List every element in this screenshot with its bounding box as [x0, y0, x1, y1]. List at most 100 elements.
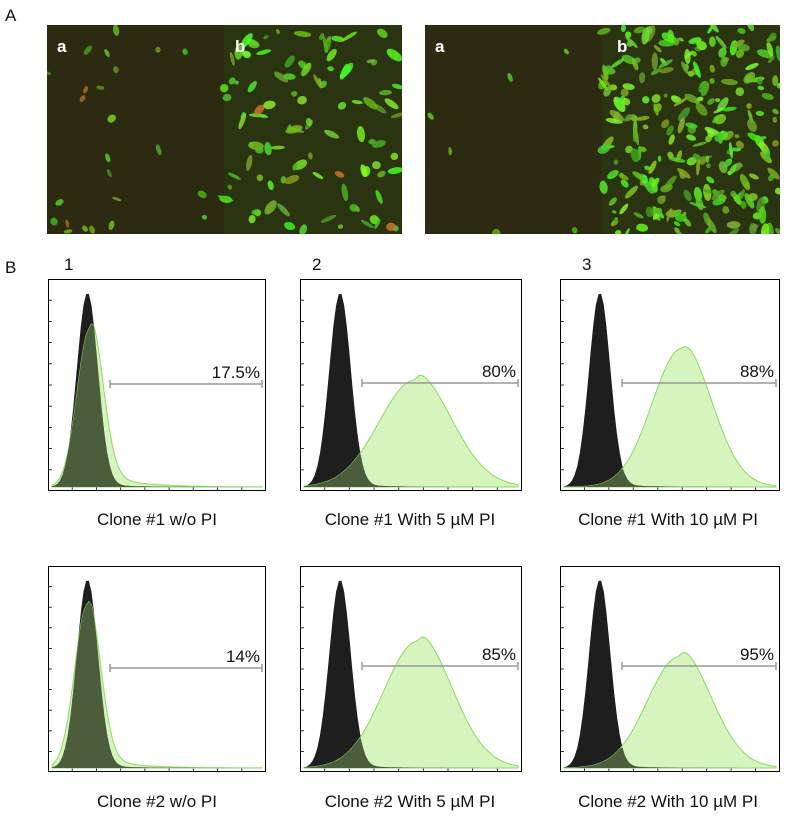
cell — [47, 71, 52, 75]
cell — [229, 51, 235, 66]
caption-clone1-no-pi: Clone #1 w/o PI — [96, 510, 217, 529]
cell — [695, 102, 708, 116]
cell — [692, 153, 701, 161]
cell — [619, 203, 629, 215]
cell — [620, 25, 626, 32]
cell — [650, 68, 662, 75]
cell — [775, 228, 780, 234]
caption-clone2-no-pi: Clone #2 w/o PI — [96, 792, 217, 811]
cell — [620, 179, 629, 188]
cell — [227, 184, 233, 190]
cell — [371, 140, 386, 148]
gate-percentage-label: 17.5% — [212, 363, 260, 382]
caption-clone1-10um-pi: Clone #1 With 10 µM PI — [578, 510, 758, 529]
cell — [228, 172, 241, 180]
cell — [683, 218, 692, 227]
cell — [667, 151, 674, 159]
cell — [747, 193, 758, 202]
cell — [613, 217, 619, 226]
control-histogram — [304, 293, 518, 487]
cell — [263, 34, 269, 40]
cell — [653, 103, 662, 113]
cell — [693, 61, 701, 78]
cell — [384, 98, 399, 110]
cell — [683, 189, 692, 202]
cell — [765, 149, 771, 162]
cell — [680, 61, 689, 75]
cell — [758, 206, 767, 224]
cell — [641, 96, 650, 104]
cell — [644, 165, 651, 171]
cell — [89, 225, 95, 234]
cell — [735, 49, 745, 59]
cell — [755, 110, 765, 117]
cell — [657, 155, 662, 162]
cell — [703, 189, 712, 194]
cell — [248, 113, 267, 118]
cell — [747, 132, 762, 142]
cell — [376, 28, 388, 39]
cell — [571, 227, 578, 234]
micro-background-a — [47, 25, 224, 234]
cell — [248, 214, 256, 224]
cell — [113, 66, 119, 74]
cell — [337, 101, 347, 110]
cell — [631, 58, 639, 71]
cell — [734, 134, 740, 139]
cell — [277, 203, 290, 217]
cell — [375, 189, 383, 204]
cell — [678, 37, 684, 42]
panel-a-label: A — [5, 6, 17, 25]
cell — [563, 48, 569, 55]
cell — [197, 190, 207, 199]
cell — [648, 160, 657, 174]
cell — [374, 218, 381, 229]
cell — [228, 77, 236, 85]
cell — [342, 62, 354, 76]
cell — [639, 146, 647, 153]
cell — [775, 45, 780, 62]
cell — [766, 42, 774, 57]
axis-ticks — [300, 586, 498, 772]
cell — [609, 109, 624, 122]
cell — [245, 155, 253, 171]
gate-percentage-label: 14% — [226, 647, 260, 666]
overlap-area — [52, 323, 262, 487]
gate-marker — [621, 662, 777, 670]
micro-background-a — [425, 25, 602, 234]
cell — [759, 136, 767, 140]
cell — [390, 112, 402, 118]
cell — [617, 95, 626, 110]
cell — [653, 45, 662, 53]
cell — [390, 152, 399, 161]
cell — [737, 27, 746, 34]
cell — [673, 221, 681, 227]
cell — [598, 77, 608, 91]
cell — [602, 64, 609, 81]
gate-marker — [361, 662, 519, 670]
cell — [667, 29, 675, 43]
cell — [377, 170, 386, 178]
cell — [772, 75, 779, 87]
cell — [768, 174, 775, 182]
sample-histogram — [303, 636, 519, 769]
cell — [708, 25, 719, 33]
cell — [724, 161, 730, 166]
cell — [201, 214, 208, 220]
cell — [711, 189, 725, 201]
cell — [312, 171, 324, 180]
cell — [715, 35, 727, 49]
axis-ticks — [560, 299, 757, 491]
cell — [735, 140, 744, 149]
histogram-clone1-10um-pi: 88% — [560, 279, 780, 491]
cell — [217, 195, 234, 202]
cell — [677, 107, 691, 122]
cell — [772, 108, 779, 115]
cell — [391, 83, 402, 90]
cell — [713, 113, 725, 120]
cell — [622, 83, 635, 90]
cell — [112, 196, 122, 202]
cell — [636, 223, 649, 232]
cell — [104, 49, 110, 57]
cell — [625, 113, 633, 121]
